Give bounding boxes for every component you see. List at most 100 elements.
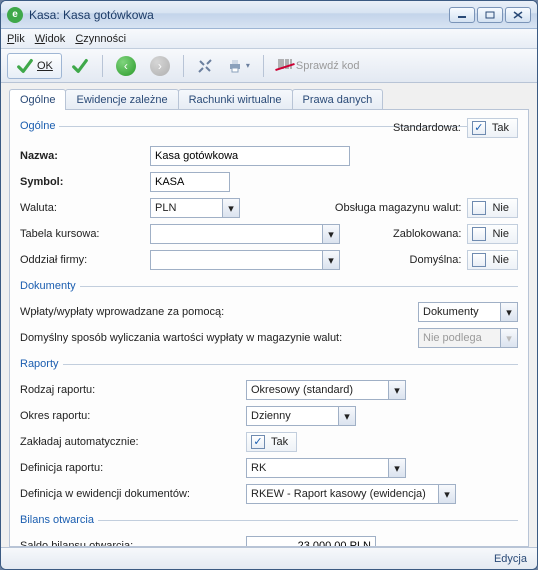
group-ogolne: Ogólne Standardowa: Tak Nazwa: Symbol: xyxy=(20,120,518,276)
wprow-label: Wpłaty/wypłaty wprowadzane za pomocą: xyxy=(20,306,412,318)
obsluga-checkbox[interactable]: Nie xyxy=(467,198,518,218)
standard-checkbox[interactable]: Tak xyxy=(467,118,518,138)
toolbar-separator xyxy=(183,55,184,77)
domyslna-value: Nie xyxy=(492,254,509,266)
def-combo[interactable]: RK ▾ xyxy=(246,458,406,478)
chevron-down-icon: ▾ xyxy=(388,381,405,399)
tabela-combo[interactable]: ▾ xyxy=(150,224,340,244)
waluta-label: Waluta: xyxy=(20,202,144,214)
chevron-down-icon: ▾ xyxy=(438,485,455,503)
okres-label: Okres raportu: xyxy=(20,410,240,422)
minimize-button[interactable] xyxy=(449,7,475,23)
def-label: Definicja raportu: xyxy=(20,462,240,474)
print-button[interactable]: ▾ xyxy=(222,53,255,79)
waluta-value: PLN xyxy=(151,202,222,214)
nazwa-label: Nazwa: xyxy=(20,150,144,162)
standard-label: Standardowa: xyxy=(393,122,461,134)
legend-raporty: Raporty xyxy=(20,358,63,370)
check-code-button[interactable]: Sprawdź kod xyxy=(272,53,365,79)
domyslna-label: Domyślna: xyxy=(410,254,462,266)
saldo-input[interactable] xyxy=(246,536,376,547)
saldo-label: Saldo bilansu otwarcia: xyxy=(20,540,240,547)
status-mode: Edycja xyxy=(494,553,527,565)
wprow-combo[interactable]: Dokumenty ▾ xyxy=(418,302,518,322)
tab-body: Ogólne Standardowa: Tak Nazwa: Symbol: xyxy=(9,109,529,547)
arrow-left-icon: ‹ xyxy=(116,56,136,76)
close-button[interactable] xyxy=(505,7,531,23)
barcode-icon xyxy=(277,56,293,75)
def-ew-value: RKEW - Raport kasowy (ewidencja) xyxy=(247,488,438,500)
tab-container: Ogólne Ewidencje zależne Rachunki wirtua… xyxy=(1,83,537,547)
waluta-combo[interactable]: PLN ▾ xyxy=(150,198,240,218)
zablokowana-label: Zablokowana: xyxy=(393,228,462,240)
checkbox-icon xyxy=(472,227,486,241)
apply-button[interactable] xyxy=(66,53,94,79)
symbol-label: Symbol: xyxy=(20,176,144,188)
sposob-label: Domyślny sposób wyliczania wartości wypł… xyxy=(20,332,412,344)
sposob-value: Nie podlega xyxy=(419,332,500,344)
chevron-down-icon: ▾ xyxy=(388,459,405,477)
zakladaj-value: Tak xyxy=(271,436,288,448)
checkbox-icon xyxy=(251,435,265,449)
window-title: Kasa: Kasa gotówkowa xyxy=(29,8,443,22)
group-bilans: Bilans otwarcia Saldo bilansu otwarcia: xyxy=(20,514,518,547)
okres-value: Dzienny xyxy=(247,410,338,422)
obsluga-value: Nie xyxy=(492,202,509,214)
ok-button[interactable]: OK xyxy=(7,53,62,79)
def-ew-label: Definicja w ewidencji dokumentów: xyxy=(20,488,240,500)
zablokowana-checkbox[interactable]: Nie xyxy=(467,224,518,244)
tab-ogolne[interactable]: Ogólne xyxy=(9,89,66,110)
group-dokumenty: Dokumenty Wpłaty/wypłaty wprowadzane za … xyxy=(20,280,518,354)
chevron-down-icon: ▾ xyxy=(500,329,517,347)
tabstrip: Ogólne Ewidencje zależne Rachunki wirtua… xyxy=(9,89,529,110)
chevron-down-icon: ▾ xyxy=(222,199,239,217)
rodzaj-value: Okresowy (standard) xyxy=(247,384,388,396)
window-frame: e Kasa: Kasa gotówkowa Plik Widok Czynno… xyxy=(0,0,538,570)
def-value: RK xyxy=(247,462,388,474)
obsluga-label: Obsługa magazynu walut: xyxy=(335,202,462,214)
titlebar[interactable]: e Kasa: Kasa gotówkowa xyxy=(1,1,537,29)
toolbar: OK ‹ › ▾ Sprawdź kod xyxy=(1,49,537,83)
nazwa-input[interactable] xyxy=(150,146,350,166)
tabela-label: Tabela kursowa: xyxy=(20,228,144,240)
zakladaj-checkbox[interactable]: Tak xyxy=(246,432,297,452)
menu-file[interactable]: Plik xyxy=(7,33,25,45)
app-icon: e xyxy=(7,7,23,23)
standard-value: Tak xyxy=(492,122,509,134)
menu-view[interactable]: Widok xyxy=(35,33,66,45)
tools-button[interactable] xyxy=(192,53,218,79)
statusbar: Edycja xyxy=(1,547,537,569)
checkbox-icon xyxy=(472,121,486,135)
domyslna-checkbox[interactable]: Nie xyxy=(467,250,518,270)
menu-actions[interactable]: Czynności xyxy=(75,33,126,45)
rodzaj-label: Rodzaj raportu: xyxy=(20,384,240,396)
tools-icon xyxy=(197,58,213,74)
checkbox-icon xyxy=(472,253,486,267)
nav-back-button[interactable]: ‹ xyxy=(111,53,141,79)
oddzial-label: Oddział firmy: xyxy=(20,254,144,266)
rodzaj-combo[interactable]: Okresowy (standard) ▾ xyxy=(246,380,406,400)
maximize-button[interactable] xyxy=(477,7,503,23)
symbol-input[interactable] xyxy=(150,172,230,192)
arrow-right-icon: › xyxy=(150,56,170,76)
oddzial-combo[interactable]: ▾ xyxy=(150,250,340,270)
legend-dokumenty: Dokumenty xyxy=(20,280,80,292)
okres-combo[interactable]: Dzienny ▾ xyxy=(246,406,356,426)
menubar: Plik Widok Czynności xyxy=(1,29,537,49)
checkbox-icon xyxy=(472,201,486,215)
tab-ewidencje[interactable]: Ewidencje zależne xyxy=(65,89,178,110)
chevron-down-icon: ▾ xyxy=(500,303,517,321)
chevron-down-icon: ▾ xyxy=(322,225,339,243)
legend-bilans: Bilans otwarcia xyxy=(20,514,98,526)
sposob-combo: Nie podlega ▾ xyxy=(418,328,518,348)
group-raporty: Raporty Rodzaj raportu: Okresowy (standa… xyxy=(20,358,518,510)
def-ew-combo[interactable]: RKEW - Raport kasowy (ewidencja) ▾ xyxy=(246,484,456,504)
tab-prawa[interactable]: Prawa danych xyxy=(292,89,384,110)
check-icon xyxy=(16,57,34,75)
ok-label: OK xyxy=(37,60,53,72)
tab-rachunki[interactable]: Rachunki wirtualne xyxy=(178,89,293,110)
wprow-value: Dokumenty xyxy=(419,306,500,318)
nav-forward-button[interactable]: › xyxy=(145,53,175,79)
toolbar-separator xyxy=(263,55,264,77)
check-code-label: Sprawdź kod xyxy=(296,60,360,72)
